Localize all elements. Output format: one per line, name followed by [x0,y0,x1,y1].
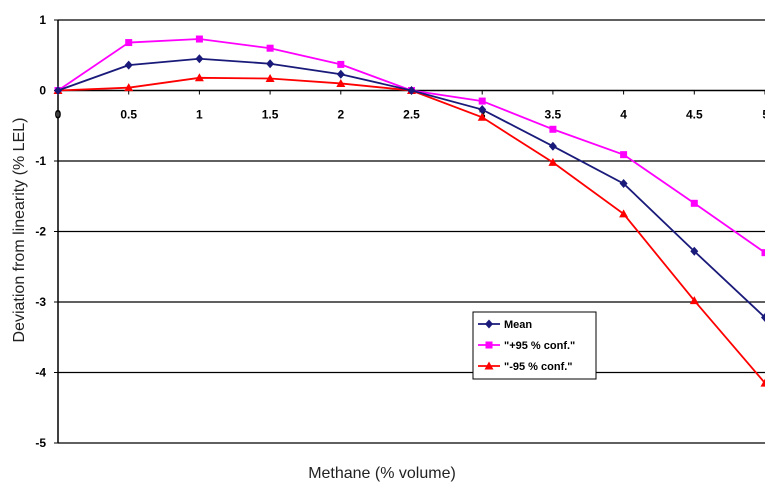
data-point-plus95 [478,97,486,105]
legend-item-plus95: "+95 % conf." [478,340,575,352]
series-line-plus95 [57,38,765,254]
data-point-mean [619,179,628,189]
data-point-minus95 [619,209,629,218]
y-tick-label: -3 [35,295,46,309]
data-point-minus95 [336,78,346,87]
y-tick-label: -1 [35,154,46,168]
x-tick-label: 1 [196,108,203,122]
data-point-mean [690,246,699,256]
grid-lines [58,19,765,444]
series-mean [54,54,765,323]
y-tick-label: 0 [39,84,46,98]
data-point-minus95 [265,74,275,83]
data-point-mean [195,54,204,64]
data-point-minus95 [477,112,487,121]
data-point-mean [124,60,133,70]
x-tick-label: 5 [762,108,765,122]
series-line-minus95 [57,76,765,384]
y-tick-label: -5 [35,436,46,450]
legend-item-mean: Mean [478,319,532,331]
y-tick-label: 1 [39,13,46,27]
legend-swatch-marker [484,361,494,370]
data-point-minus95 [548,157,558,166]
legend-label-minus95: "-95 % conf." [504,361,573,373]
data-point-plus95 [761,249,765,257]
data-point-mean [54,86,62,95]
legend-label-plus95: "+95 % conf." [504,340,575,352]
legend-label-mean: Mean [504,319,532,331]
data-point-mean [266,59,275,69]
x-tick-label: 2.5 [403,108,420,122]
y-tick-label: -2 [35,225,46,239]
x-tick-label: 3.5 [545,108,562,122]
data-point-minus95 [689,296,699,305]
data-point-plus95 [125,39,133,47]
legend-swatch-marker [485,341,493,349]
x-tick-label: 4.5 [686,108,703,122]
x-tick-label: 2 [337,108,344,122]
legend: Mean "+95 % conf." "-95 % conf." [472,311,597,380]
series-plus95 [54,35,765,257]
data-point-mean [761,313,765,323]
series-line-mean [57,57,765,319]
x-tick-label: 0.5 [120,108,137,122]
data-point-minus95 [124,83,134,92]
x-tick-label: 4 [620,108,627,122]
data-point-mean [478,105,487,115]
y-tick-label: -4 [35,366,46,380]
data-point-plus95 [549,125,557,133]
x-tick-label: 1.5 [262,108,279,122]
legend-swatch-marker [485,319,493,329]
data-point-mean [548,141,557,151]
x-axis-label: Methane (% volume) [308,465,456,482]
data-point-minus95 [760,378,765,387]
data-point-plus95 [337,60,345,68]
series-group [53,35,765,387]
legend-item-minus95: "-95 % conf." [478,361,573,373]
y-axis-label: Deviation from linearity (% LEL) [11,118,28,343]
x-tick-label: 0 [55,108,62,122]
data-point-mean [407,86,416,95]
data-point-minus95 [194,73,204,82]
data-point-plus95 [690,199,698,207]
data-point-mean [336,69,345,79]
y-tick-labels: 1 0 -1 -2 -3 -4 -5 [35,13,58,450]
data-point-plus95 [266,44,274,52]
x-tick-labels: 00.511.522.533.544.55 [55,90,765,122]
data-point-plus95 [620,151,628,159]
data-point-plus95 [195,35,203,43]
